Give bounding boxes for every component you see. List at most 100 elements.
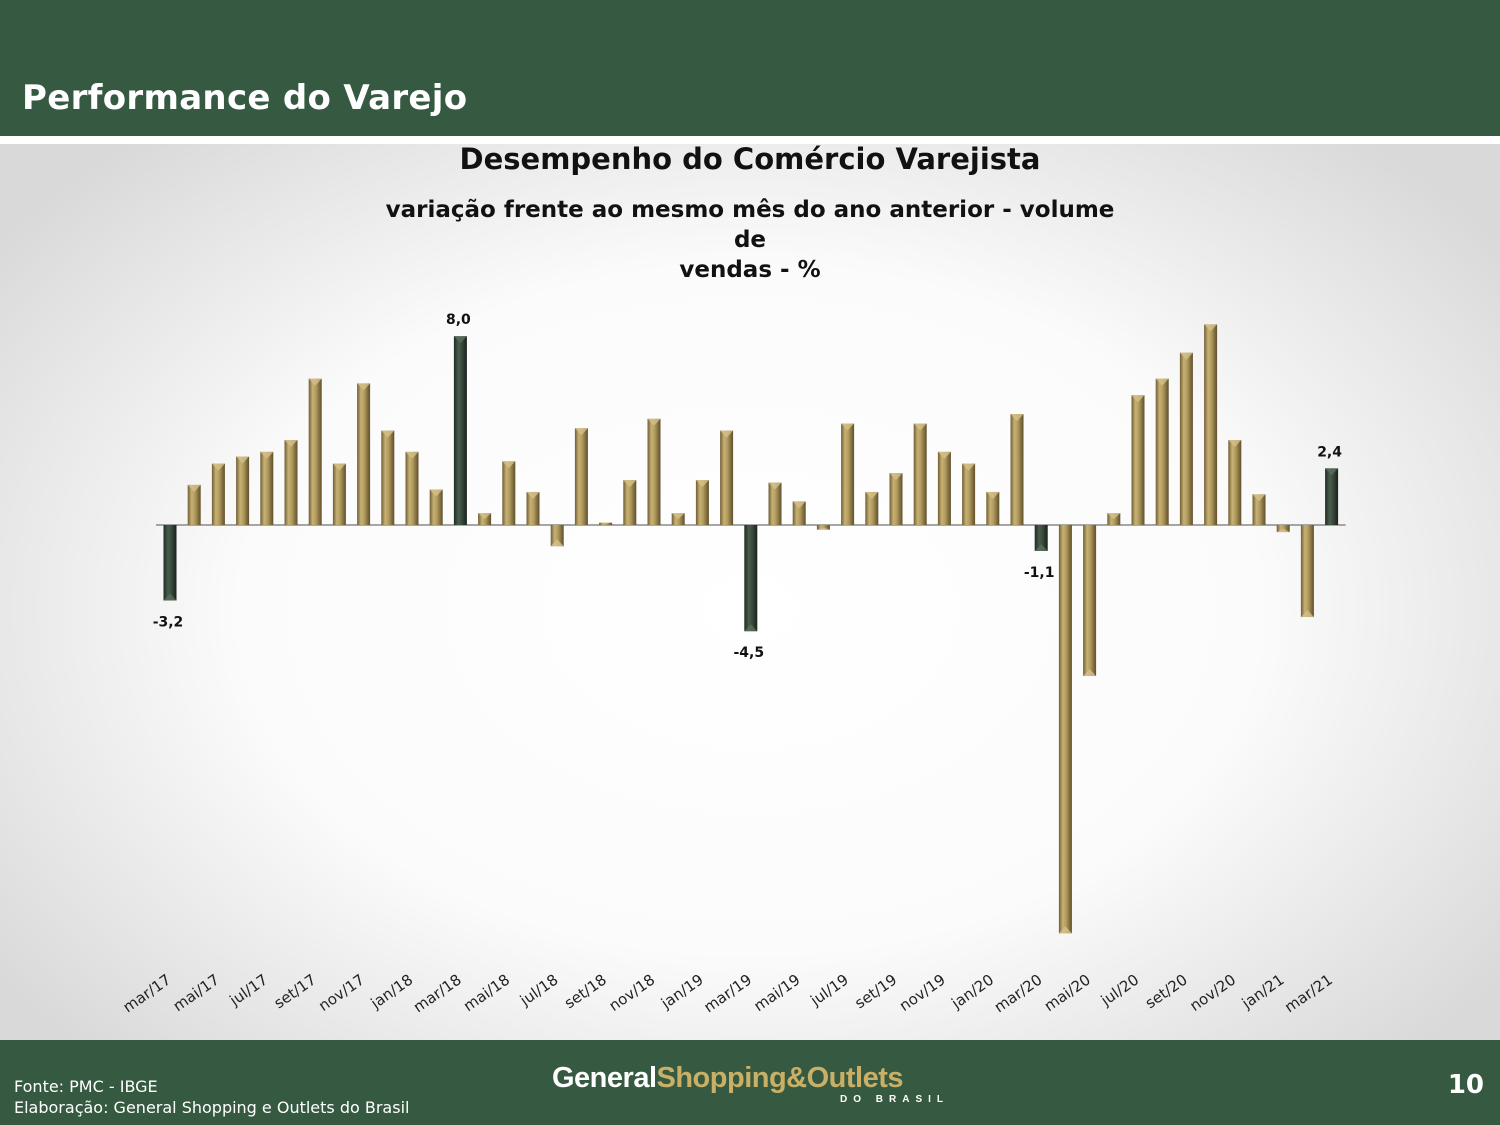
bar-mai-19 — [792, 501, 806, 525]
x-tick-label: jul/20 — [1097, 971, 1143, 1010]
bar-bevel — [647, 418, 661, 426]
bar-bevel — [381, 430, 395, 438]
bar-bevel — [1083, 669, 1097, 677]
bar-bevel — [1204, 324, 1218, 332]
bar-fev-18 — [429, 489, 443, 525]
header-bar — [0, 0, 1500, 136]
bar-bevel — [211, 463, 225, 471]
bar-bevel — [599, 522, 613, 524]
page-title: Performance do Varejo — [22, 78, 468, 118]
chart-subtitle: variação frente ao mesmo mês do ano ante… — [380, 195, 1120, 285]
bar-ago-18 — [574, 428, 588, 525]
bar-jul-20 — [1131, 395, 1145, 525]
bar-bevel — [1107, 513, 1121, 520]
bar-dez-17 — [381, 430, 395, 525]
page-number: 10 — [1447, 1070, 1484, 1100]
header-divider — [0, 136, 1500, 144]
bar-bevel — [623, 480, 637, 488]
bar-nov-17 — [357, 383, 371, 525]
bar-mar-18 — [453, 336, 467, 525]
bar-mai-18 — [502, 461, 516, 525]
bar-bevel — [550, 539, 564, 547]
bar-bevel — [841, 423, 855, 431]
x-tick-label: mai/19 — [750, 971, 803, 1016]
bar-bevel — [1179, 352, 1193, 360]
bar-fev-21 — [1300, 525, 1314, 618]
bar-bevel — [913, 423, 927, 431]
bar-bevel — [308, 378, 322, 386]
bar-bevel — [792, 501, 806, 509]
chart-title: Desempenho do Comércio Varejista — [459, 142, 1041, 176]
bar-jan-20 — [986, 491, 1000, 525]
bar-jul-19 — [841, 423, 855, 525]
bar-out-18 — [623, 480, 637, 525]
bar-abr-19 — [768, 482, 782, 525]
bar-bevel — [1325, 468, 1339, 476]
bar-bevel — [260, 451, 274, 459]
logo-text-shopping: Shopping&Outlets — [656, 1062, 904, 1094]
bar-mar-21 — [1325, 468, 1339, 525]
x-tick-label: set/17 — [271, 971, 320, 1013]
x-tick-label: jan/20 — [947, 971, 997, 1013]
x-tick-label: mai/17 — [170, 971, 223, 1016]
bar-dez-19 — [962, 463, 976, 525]
bar-bevel — [187, 484, 201, 492]
bar-bevel — [986, 491, 1000, 499]
bar-bevel — [1300, 610, 1314, 618]
bar-set-20 — [1179, 352, 1193, 525]
x-tick-label: set/18 — [561, 971, 610, 1013]
x-tick-label: jul/18 — [516, 971, 562, 1010]
x-tick-label: set/19 — [851, 971, 900, 1013]
bar-bevel — [671, 513, 685, 520]
bar-bevel — [574, 428, 588, 436]
chart-subtitle-line1: variação frente ao mesmo mês do ano ante… — [385, 197, 1115, 253]
bar-set-17 — [308, 378, 322, 525]
x-tick-label: mar/21 — [1281, 971, 1336, 1017]
bar-bevel — [453, 336, 467, 344]
x-tick-label: jan/18 — [367, 971, 417, 1013]
x-tick-label: mai/18 — [460, 971, 513, 1016]
bar-bevel — [1131, 395, 1145, 403]
x-tick-label: mar/19 — [700, 971, 755, 1017]
bar-ago-20 — [1155, 378, 1169, 525]
x-tick-label: jan/19 — [657, 971, 707, 1013]
bar-fev-19 — [720, 430, 734, 525]
bar-dez-20 — [1252, 494, 1266, 525]
bar-bevel — [502, 461, 516, 469]
bar-bevel — [357, 383, 371, 391]
bar-bevel — [332, 463, 346, 471]
x-tick-label: nov/19 — [896, 971, 949, 1015]
data-label: 8,0 — [446, 312, 471, 328]
source-line: Fonte: PMC - IBGE — [14, 1077, 158, 1096]
bar-jul-17 — [260, 451, 274, 525]
bar-nov-19 — [937, 451, 951, 525]
bar-bevel — [1276, 528, 1290, 533]
x-tick-label: nov/18 — [606, 971, 659, 1015]
bar-bevel — [405, 451, 419, 459]
bar-mai-20 — [1083, 525, 1097, 677]
bar-bevel — [1010, 414, 1024, 422]
bar-mai-17 — [211, 463, 225, 525]
bar-bevel — [478, 513, 492, 520]
x-tick-label: nov/20 — [1186, 971, 1239, 1015]
bar-mar-17 — [163, 525, 177, 601]
logo-subtext: DO BRASIL — [840, 1094, 949, 1105]
x-tick-label: set/20 — [1142, 971, 1191, 1013]
bar-jun-17 — [236, 456, 250, 525]
bar-ago-17 — [284, 440, 298, 525]
footer-bar — [0, 1040, 1500, 1125]
bar-mar-20 — [1034, 525, 1048, 551]
bar-bevel — [865, 491, 879, 499]
bar-bevel — [526, 491, 540, 499]
bar-bevel — [429, 489, 443, 497]
bar-fev-20 — [1010, 414, 1024, 525]
x-tick-label: jul/19 — [806, 971, 852, 1010]
bar-bevel — [768, 482, 782, 490]
bar-bevel — [1034, 543, 1048, 551]
bar-bevel — [163, 593, 177, 601]
bar-out-20 — [1204, 324, 1218, 525]
source-note: Fonte: PMC - IBGE Elaboração: General Sh… — [14, 1076, 409, 1118]
data-label: -3,2 — [153, 615, 184, 631]
data-label: -4,5 — [733, 645, 764, 661]
x-tick-label: mar/18 — [410, 971, 465, 1017]
